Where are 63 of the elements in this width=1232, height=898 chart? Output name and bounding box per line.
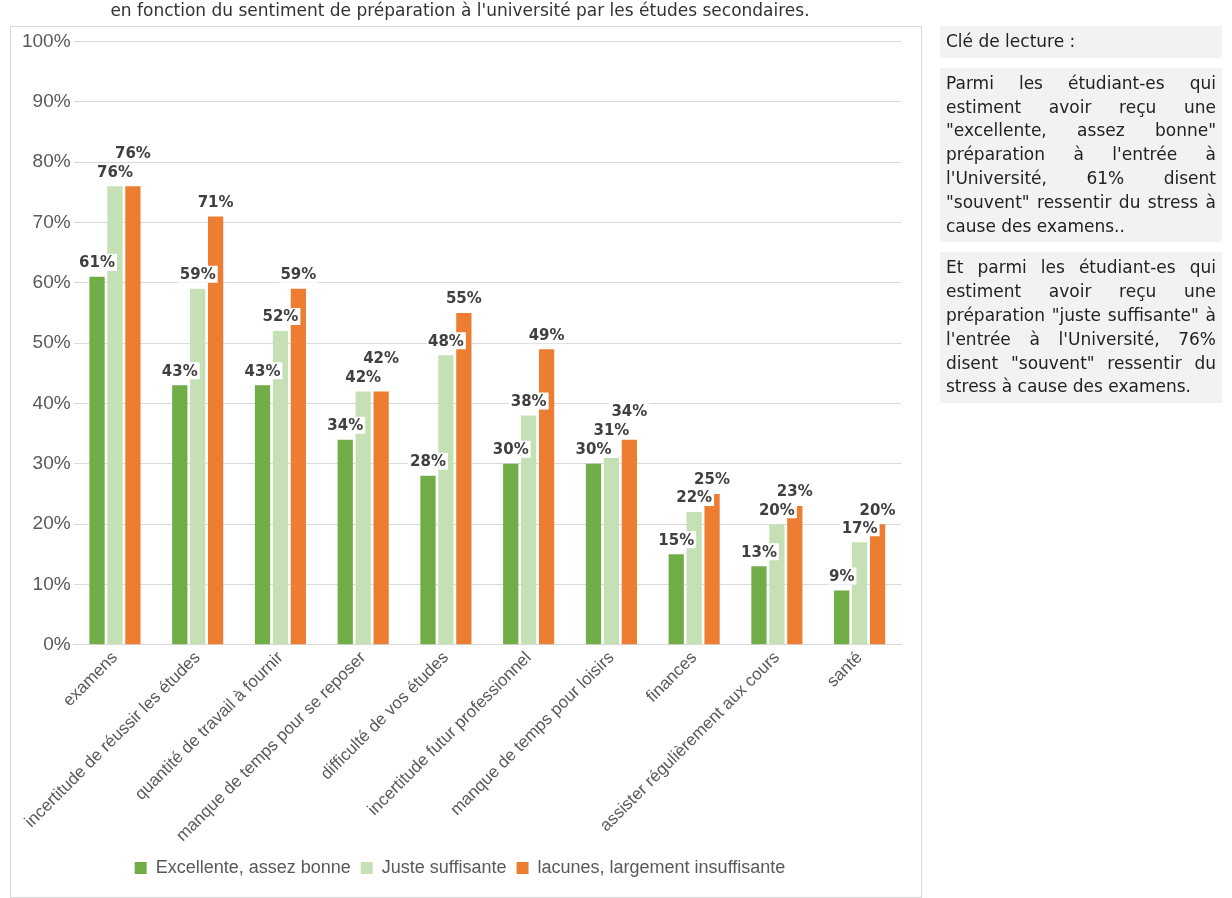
legend-label: Juste suffisante [381, 856, 507, 877]
text: Clé de lecture : [940, 26, 1222, 58]
text: Parmi les étudiant-es qui estiment avoir reçu une "excellente, assez bonne" préparation à l'entrée à l'Université, 61% disent "souvent" ressentir du stress à cause des examens.. [940, 67, 1222, 243]
bar [852, 542, 868, 645]
y-tick-label: 20% [32, 512, 71, 534]
y-tick-label: 0% [43, 633, 71, 655]
y-tick-label: 100% [21, 29, 71, 51]
y-tick-label: 50% [32, 331, 71, 353]
data-label: 59% [179, 265, 216, 284]
data-label: 43% [244, 361, 281, 380]
bar [125, 186, 141, 645]
data-label: 20% [859, 500, 896, 519]
data-label: 28% [410, 452, 446, 471]
data-label: 61% [79, 253, 115, 272]
bar [834, 590, 850, 645]
data-label: 30% [492, 440, 529, 459]
bar [89, 276, 105, 645]
data-label: 31% [593, 421, 630, 440]
y-tick-label: 90% [32, 89, 71, 111]
data-label: 34% [327, 416, 364, 435]
data-label: 17% [841, 518, 878, 537]
legend-label: lacunes, largement insuffisante [537, 856, 786, 877]
data-label: 55% [445, 289, 482, 308]
data-label: 9% [828, 566, 855, 585]
data-label: 20% [758, 500, 795, 519]
data-label: 43% [161, 361, 198, 380]
data-label: 30% [575, 440, 612, 459]
bar [337, 439, 353, 645]
data-label: 48% [427, 331, 464, 350]
bar [751, 566, 767, 645]
data-label: 52% [262, 307, 299, 326]
data-label: 76% [114, 143, 151, 162]
bar [172, 385, 188, 645]
data-label: 59% [280, 265, 317, 284]
data-label: 22% [676, 488, 713, 507]
data-label: 76% [97, 162, 133, 181]
bar [621, 439, 637, 645]
data-label: 23% [776, 482, 813, 501]
data-label: 34% [611, 402, 648, 421]
data-label: 42% [345, 367, 382, 386]
y-tick-label: 40% [32, 391, 71, 413]
bar [668, 554, 684, 645]
text: Et parmi les étudiant-es qui estiment avoir reçu une préparation "juste suffisante" à l'entrée à l'Université, 76% disent "souvent" ressentir du stress à cause des examens. [940, 252, 1222, 404]
data-label: 42% [363, 348, 400, 367]
data-label: 71% [197, 192, 234, 211]
legend-label: Excellente, assez bonne [155, 856, 351, 877]
y-tick-label: 10% [32, 572, 71, 594]
data-label: 49% [528, 325, 565, 344]
data-label: 38% [510, 391, 547, 410]
bar [585, 463, 602, 645]
bar [420, 475, 436, 645]
bar [503, 463, 519, 645]
data-label: 13% [741, 542, 777, 561]
y-tick-label: 70% [32, 210, 71, 232]
y-tick-label: 60% [32, 271, 71, 292]
bar [254, 385, 271, 645]
y-tick-label: 30% [32, 452, 71, 474]
bar [373, 391, 389, 645]
bar [603, 457, 620, 645]
y-tick-label: 80% [32, 150, 71, 172]
data-label: 15% [658, 530, 695, 549]
chart-subtitle: en fonction du sentiment de préparation à l'université par les études secondaires. [109, 0, 811, 20]
data-label: 25% [694, 470, 731, 489]
